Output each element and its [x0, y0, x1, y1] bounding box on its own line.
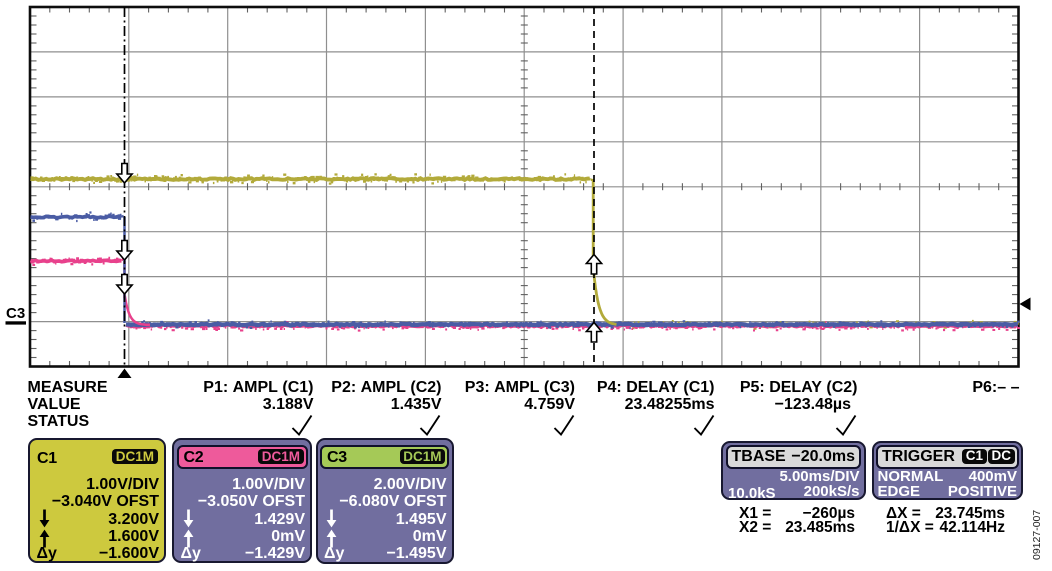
svg-text:C3: C3: [6, 305, 25, 322]
